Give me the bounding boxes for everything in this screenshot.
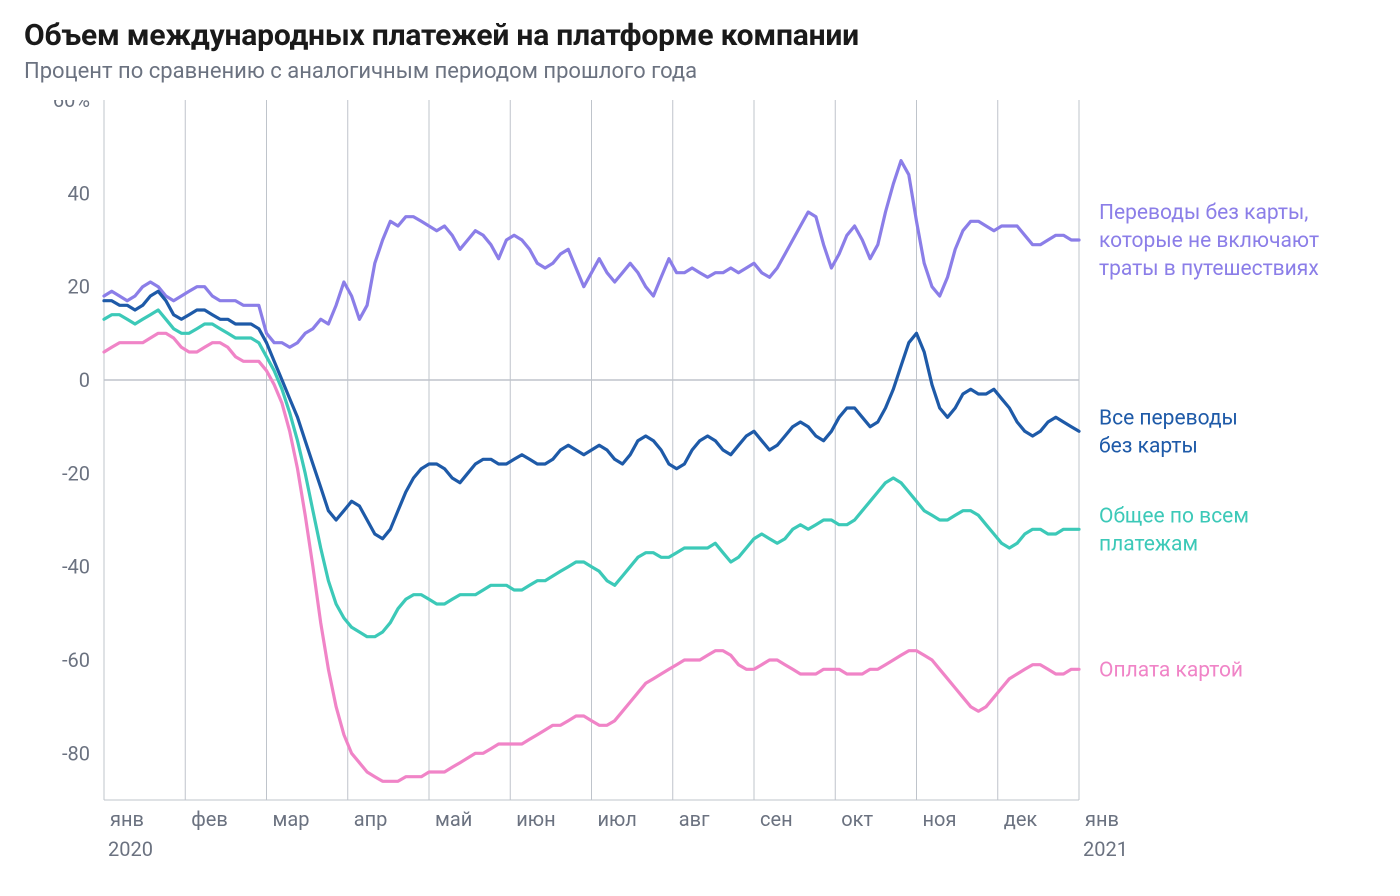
- y-tick-label: 60%: [53, 100, 90, 112]
- y-tick-label: -80: [62, 741, 90, 765]
- y-tick-label: 20: [68, 275, 90, 299]
- x-tick-label: окт: [841, 807, 873, 831]
- x-tick-label: дек: [1004, 807, 1038, 831]
- series-label-all_no_card: Все переводыбез карты: [1099, 406, 1238, 458]
- series-label-card: Оплата картой: [1099, 658, 1243, 682]
- chart-area: янв фев мар апр май июн июл авг сен окт ноя дек янв -…: [24, 100, 1376, 884]
- x-tick-label: ноя: [923, 807, 957, 831]
- x-tick-label: май: [435, 807, 472, 831]
- x-tick-label: июл: [598, 807, 637, 831]
- chart-title: Объем международных платежей на платформ…: [24, 18, 1376, 53]
- series-label-overall: Общее по всемплатежам: [1099, 504, 1249, 556]
- y-tick-label: -20: [62, 461, 90, 485]
- x-tick-label: июн: [516, 807, 555, 831]
- x-tick-label: мар: [273, 807, 310, 831]
- y-tick-label: 0: [79, 368, 90, 392]
- x-tick-label: янв: [1085, 807, 1119, 831]
- x-tick-label: авг: [679, 807, 710, 831]
- year-label-left: 2020: [108, 837, 153, 861]
- x-tick-label: янв: [110, 807, 144, 831]
- y-tick-label: -60: [62, 648, 90, 672]
- year-label-right: 2021: [1083, 837, 1128, 861]
- line-chart: янв фев мар апр май июн июл авг сен окт ноя дек янв -…: [24, 100, 1369, 880]
- y-tick-label: -40: [62, 555, 90, 579]
- x-tick-label: фев: [191, 807, 228, 831]
- x-tick-label: сен: [760, 807, 793, 831]
- x-tick-label: апр: [354, 807, 388, 831]
- series-label-no_card_ex_travel: Переводы без карты,которые не включаюттр…: [1099, 201, 1319, 281]
- y-tick-label: 40: [68, 181, 90, 205]
- chart-subtitle: Процент по сравнению с аналогичным перио…: [24, 59, 1376, 84]
